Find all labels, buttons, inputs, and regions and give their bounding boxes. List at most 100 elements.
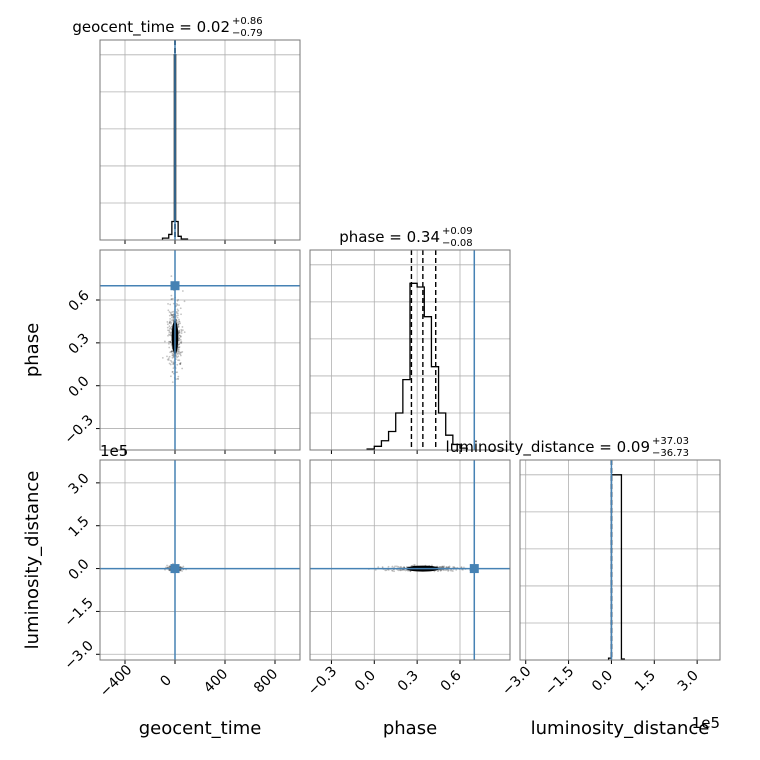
sample-point [171,356,174,359]
sample-point [177,330,180,332]
sample-point [179,569,182,572]
title-minus: −36.73 [652,448,689,459]
histogram-bars [366,282,468,450]
panel-frame [309,459,511,661]
sample-point [167,359,170,361]
sample-point [448,565,451,568]
sample-point [166,564,168,567]
sample-point [176,352,179,354]
sample-point [168,346,171,349]
title-plus: +0.86 [232,16,263,27]
sample-point [177,350,180,353]
sample-point [460,566,463,569]
sample-point [441,566,444,569]
sample-point [177,331,180,334]
sample-point [445,566,448,568]
x-tick-label: 0.6 [438,668,465,695]
sample-point [179,322,182,325]
sample-point [441,565,444,568]
sample-point [413,563,416,566]
sample-point [177,346,180,349]
sample-point [181,329,184,331]
sample-point [179,334,181,337]
sample-point [391,565,394,568]
sample-point [377,566,380,569]
sample-point [172,315,175,318]
x-tick-label: 0.3 [395,668,422,695]
sample-point [170,331,173,333]
sample-point [177,343,180,346]
sample-point [168,568,171,571]
x-tick-label: −1.5 [542,663,577,698]
sample-point [169,363,172,366]
sample-point [170,298,173,301]
sample-point [171,316,173,319]
sample-point [172,362,175,365]
sample-point [171,370,174,373]
sample-point [178,352,180,355]
y-tick-label: −1.5 [61,595,96,630]
sample-point [387,569,390,571]
sample-point [168,325,171,328]
sample-point [171,381,174,384]
sample-point [177,351,180,353]
sample-point [384,569,387,572]
sample-point [167,329,169,332]
sample-point [171,371,174,373]
sample-point [169,340,172,343]
sample-point [176,356,178,359]
sample-point [180,313,182,316]
sample-point [172,313,175,316]
sample-point [172,319,175,322]
sample-point [178,346,181,348]
x-tick-label: 1.5 [632,668,659,695]
sample-point [178,304,180,307]
sample-point [179,307,182,310]
sample-point [169,311,172,314]
x-axis-label: phase [383,718,437,739]
x-offset-text: 1e5 [692,714,720,732]
panel-frame [519,459,721,661]
sample-point [462,568,464,571]
sample-point [175,318,178,321]
sample-point [168,322,171,324]
sample-point [170,314,173,317]
sample-point [175,319,178,322]
sample-point [166,321,169,323]
sample-point [171,319,173,322]
sample-point [439,569,442,572]
sample-point [176,312,179,315]
sample-point [172,367,175,370]
sample-point [385,569,388,572]
sample-point [168,311,171,313]
sample-point [181,367,184,370]
x-axis-label: luminosity_distance [531,718,710,739]
sample-point [442,565,445,568]
sample-point [178,334,181,337]
sample-point [179,336,182,338]
sample-point [397,565,400,568]
sample-point [177,359,179,362]
x-tick-label: 0.0 [352,668,379,695]
sample-point [170,275,173,277]
sample-point [175,312,178,314]
sample-point [169,326,172,329]
sample-point [170,294,173,297]
sample-point [449,569,452,572]
sample-point [176,308,179,311]
sample-point [442,566,445,569]
title-minus: −0.08 [442,238,473,249]
y-axis-label: luminosity_distance [22,471,43,650]
sample-point [178,337,181,340]
sample-point [178,343,181,345]
x-tick-label: 3.0 [675,668,702,695]
title-main: phase = 0.34 [339,228,440,246]
sample-point [170,328,173,331]
sample-point [172,355,175,358]
panel-geocent_time_hist: geocent_time = 0.02 +0.86−0.79 [72,16,301,244]
sample-point [168,333,170,336]
sample-point [453,566,456,569]
panel-title: phase = 0.34 +0.09−0.08 [339,226,472,249]
sample-point [179,362,182,365]
